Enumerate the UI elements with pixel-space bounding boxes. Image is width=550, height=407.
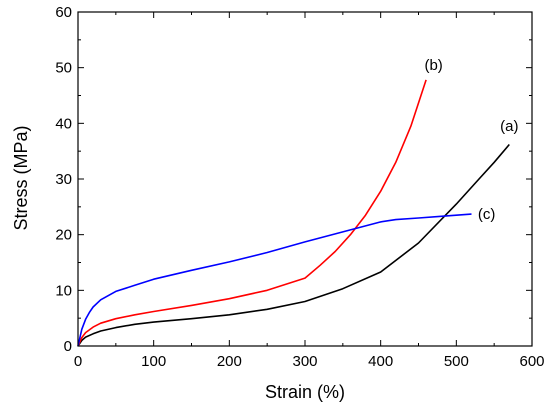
y-tick-label: 40 [55, 115, 72, 132]
series-label-c: (c) [478, 206, 496, 223]
y-tick-label: 10 [55, 282, 72, 299]
series-line-c [77, 213, 472, 347]
y-axis-title: Stress (MPa) [11, 125, 31, 230]
series-label-a: (a) [500, 118, 518, 135]
series-labels: (a) (b) (c) [424, 57, 518, 223]
y-tick-label: 60 [55, 4, 72, 21]
series-label-b: (b) [424, 57, 442, 74]
y-tick-label: 0 [64, 338, 72, 355]
x-tick-label: 600 [519, 353, 544, 370]
series-line-b [77, 79, 427, 347]
tick-labels: 0 100 200 300 400 500 600 0 10 20 30 40 50 60 [55, 4, 544, 370]
y-tick-label: 20 [55, 227, 72, 244]
x-tick-label: 100 [141, 353, 166, 370]
series-lines [77, 79, 510, 347]
y-tick-label: 50 [55, 60, 72, 77]
y-tick-label: 30 [55, 171, 72, 188]
x-tick-label: 400 [368, 353, 393, 370]
series-line-a [77, 143, 510, 347]
x-tick-label: 500 [444, 353, 469, 370]
x-axis-title: Strain (%) [265, 382, 345, 402]
x-tick-label: 0 [74, 353, 82, 370]
x-tick-label: 300 [292, 353, 317, 370]
axis-ticks [77, 11, 533, 347]
x-tick-label: 200 [217, 353, 242, 370]
